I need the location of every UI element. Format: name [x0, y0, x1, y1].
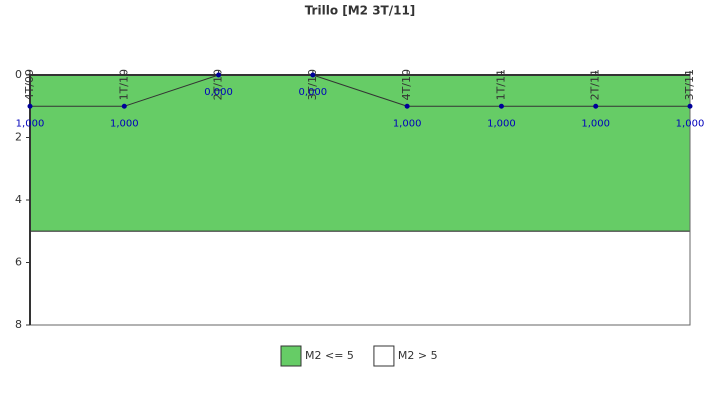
data-point [687, 103, 693, 109]
x-tick-label: 1T/11 [494, 69, 507, 100]
chart-title: Trillo [M2 3T/11] [305, 4, 416, 18]
x-tick-label: 3T/10 [306, 69, 319, 100]
y-tick-label: 0 [15, 68, 22, 81]
legend-swatch [280, 345, 302, 367]
legend-swatch [373, 345, 395, 367]
data-label: 1,000 [110, 118, 139, 129]
data-line [30, 74, 690, 107]
x-tick-label: 2T/10 [212, 69, 225, 100]
data-label: 1,000 [676, 118, 705, 129]
band [29, 230, 691, 326]
y-tick-label: 4 [15, 193, 22, 206]
data-point [121, 103, 127, 109]
y-tick-label: 8 [15, 318, 22, 331]
data-label: 1,000 [487, 118, 516, 129]
x-tick-label: 4T/09 [23, 69, 36, 100]
data-point [404, 103, 410, 109]
data-point [593, 103, 599, 109]
data-point [498, 103, 504, 109]
data-label: 1,000 [16, 118, 45, 129]
x-tick-label: 3T/11 [683, 69, 696, 100]
data-point [27, 103, 33, 109]
data-label: 0,000 [299, 87, 328, 98]
data-point [216, 72, 222, 78]
y-tick-label: 2 [15, 131, 22, 144]
x-tick-label: 2T/11 [589, 69, 602, 100]
data-point [310, 72, 316, 78]
x-tick-label: 1T/10 [117, 69, 130, 100]
data-label: 1,000 [581, 118, 610, 129]
data-label: 1,000 [393, 118, 422, 129]
data-label: 0,000 [204, 87, 233, 98]
y-tick-label: 6 [15, 256, 22, 269]
legend-label: M2 > 5 [398, 349, 438, 362]
x-tick-label: 4T/10 [400, 69, 413, 100]
legend-label: M2 <= 5 [305, 349, 354, 362]
